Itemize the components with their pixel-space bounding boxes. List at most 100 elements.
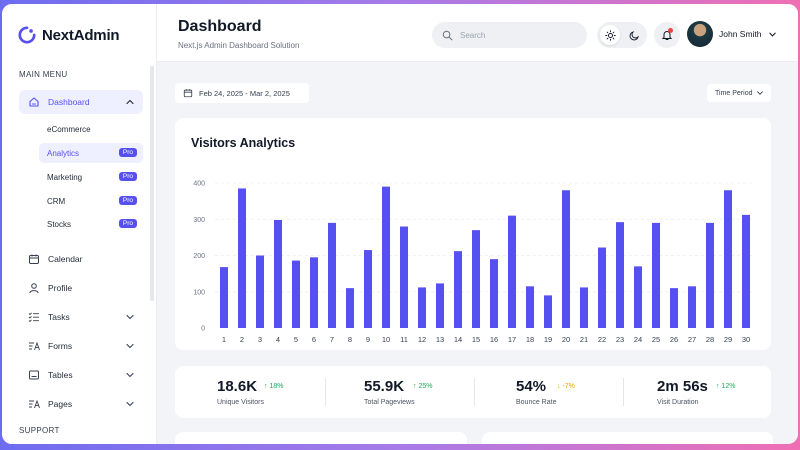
dark-mode-button[interactable] — [624, 25, 644, 45]
x-tick-label: 2 — [240, 335, 244, 344]
avatar[interactable] — [687, 21, 713, 47]
search-input[interactable] — [460, 30, 570, 40]
sidebar-item-dashboard[interactable]: Dashboard — [19, 90, 143, 114]
bar-day-11[interactable] — [400, 226, 408, 329]
sidebar-item-label: Tasks — [48, 312, 70, 322]
light-mode-button[interactable] — [600, 25, 620, 45]
chart-title: Visitors Analytics — [191, 136, 296, 150]
theme-toggle[interactable] — [597, 22, 647, 48]
chevron-down-icon — [768, 32, 776, 37]
bar-day-1[interactable] — [220, 267, 228, 328]
bar-day-8[interactable] — [346, 288, 354, 328]
bar-day-27[interactable] — [688, 286, 696, 328]
forms-icon — [29, 341, 40, 351]
x-tick-label: 20 — [562, 335, 570, 344]
stat-change-value: -7% — [562, 383, 575, 390]
bar-day-17[interactable] — [508, 215, 516, 328]
search-icon — [442, 30, 453, 40]
logo-icon — [18, 26, 36, 44]
chevron-down-icon — [126, 314, 134, 320]
x-tick-label: 6 — [312, 335, 316, 344]
bar-day-10[interactable] — [382, 186, 390, 328]
bar-day-13[interactable] — [436, 283, 444, 328]
user-menu[interactable]: John Smith — [687, 21, 777, 47]
sidebar-item-pages[interactable]: Pages — [19, 392, 143, 416]
x-tick-label: 16 — [490, 335, 498, 344]
bar-day-25[interactable] — [652, 222, 660, 328]
stat-change: ↑ 12% — [716, 383, 736, 390]
x-tick-label: 10 — [382, 335, 390, 344]
calendar-icon — [183, 89, 193, 98]
bar-day-6[interactable] — [310, 257, 318, 328]
sidebar-subitem-stocks[interactable]: Stocks Pro — [39, 214, 143, 234]
sidebar: NextAdmin MAIN MENU Dashboard eCommerce … — [2, 4, 157, 444]
bar-day-28[interactable] — [706, 222, 714, 328]
home-icon — [29, 97, 39, 107]
chevron-down-icon — [126, 372, 134, 378]
stats-strip: 18.6K ↑ 18% Unique Visitors 55.9K ↑ 25% … — [175, 366, 771, 418]
stat-change: ↑ 18% — [264, 383, 284, 390]
sidebar-subitem-marketing[interactable]: Marketing Pro — [39, 167, 143, 187]
bar-day-3[interactable] — [256, 255, 264, 329]
chevron-down-icon — [126, 343, 134, 349]
bar-day-18[interactable] — [526, 286, 534, 328]
bar-day-12[interactable] — [418, 287, 426, 328]
search-box[interactable] — [432, 22, 587, 48]
notifications-button[interactable] — [654, 22, 680, 48]
bar-day-15[interactable] — [472, 230, 480, 328]
stat-unique-visitors: 18.6K ↑ 18% Unique Visitors — [175, 366, 324, 418]
sidebar-subitem-label: Analytics — [47, 148, 80, 158]
bar-day-21[interactable] — [580, 287, 588, 328]
stat-total-pageviews: 55.9K ↑ 25% Total Pageviews — [324, 366, 473, 418]
user-icon — [29, 283, 39, 294]
bar-day-2[interactable] — [238, 188, 246, 328]
sidebar-item-calendar[interactable]: Calendar — [19, 247, 143, 271]
sidebar-item-tasks[interactable]: Tasks — [19, 305, 143, 329]
bar-day-16[interactable] — [490, 259, 498, 328]
stat-label: Visit Duration — [657, 399, 699, 406]
bar-day-14[interactable] — [454, 251, 462, 328]
bar-day-9[interactable] — [364, 250, 372, 328]
notification-dot — [668, 28, 673, 33]
sidebar-subitem-ecommerce[interactable]: eCommerce — [39, 119, 143, 139]
x-tick-label: 27 — [688, 335, 696, 344]
bar-day-4[interactable] — [274, 219, 282, 328]
logo[interactable]: NextAdmin — [18, 26, 120, 44]
sidebar-item-label: Pages — [48, 399, 73, 409]
x-tick-label: 9 — [366, 335, 370, 344]
bar-day-30[interactable] — [742, 214, 750, 328]
bar-day-7[interactable] — [328, 222, 336, 328]
bar-day-19[interactable] — [544, 295, 552, 328]
bar-day-24[interactable] — [634, 266, 642, 328]
bar-day-29[interactable] — [724, 190, 732, 328]
sidebar-item-label: Calendar — [48, 254, 83, 264]
stat-change: ↑ 25% — [413, 383, 433, 390]
sidebar-subitem-label: Stocks — [47, 219, 72, 229]
y-tick-label: 300 — [193, 217, 205, 224]
stat-value: 2m 56s — [657, 378, 708, 395]
bar-day-26[interactable] — [670, 288, 678, 328]
sun-icon — [604, 29, 616, 41]
section-label-support: SUPPORT — [19, 426, 60, 435]
bar-day-20[interactable] — [562, 190, 570, 328]
bar-day-22[interactable] — [598, 247, 606, 328]
x-tick-label: 25 — [652, 335, 660, 344]
date-range-picker[interactable]: Feb 24, 2025 - Mar 2, 2025 — [175, 83, 309, 103]
page-title: Dashboard — [178, 18, 262, 35]
sidebar-subitem-analytics[interactable]: Analytics Pro — [39, 143, 143, 163]
sidebar-item-tables[interactable]: Tables — [19, 363, 143, 387]
bottom-card-left — [175, 432, 467, 444]
x-tick-label: 14 — [454, 335, 462, 344]
x-tick-label: 30 — [742, 335, 750, 344]
sidebar-item-label: Tables — [48, 370, 73, 380]
sidebar-subitem-crm[interactable]: CRM Pro — [39, 191, 143, 211]
x-tick-label: 21 — [580, 335, 588, 344]
time-period-select[interactable]: Time Period — [707, 84, 771, 102]
stat-change: ↓ -7% — [557, 383, 575, 390]
sidebar-subitem-label: eCommerce — [47, 124, 91, 134]
bar-day-23[interactable] — [616, 222, 624, 328]
sidebar-item-profile[interactable]: Profile — [19, 276, 143, 300]
sidebar-item-forms[interactable]: Forms — [19, 334, 143, 358]
bar-day-5[interactable] — [292, 260, 300, 328]
sidebar-scrollbar[interactable] — [150, 66, 154, 301]
